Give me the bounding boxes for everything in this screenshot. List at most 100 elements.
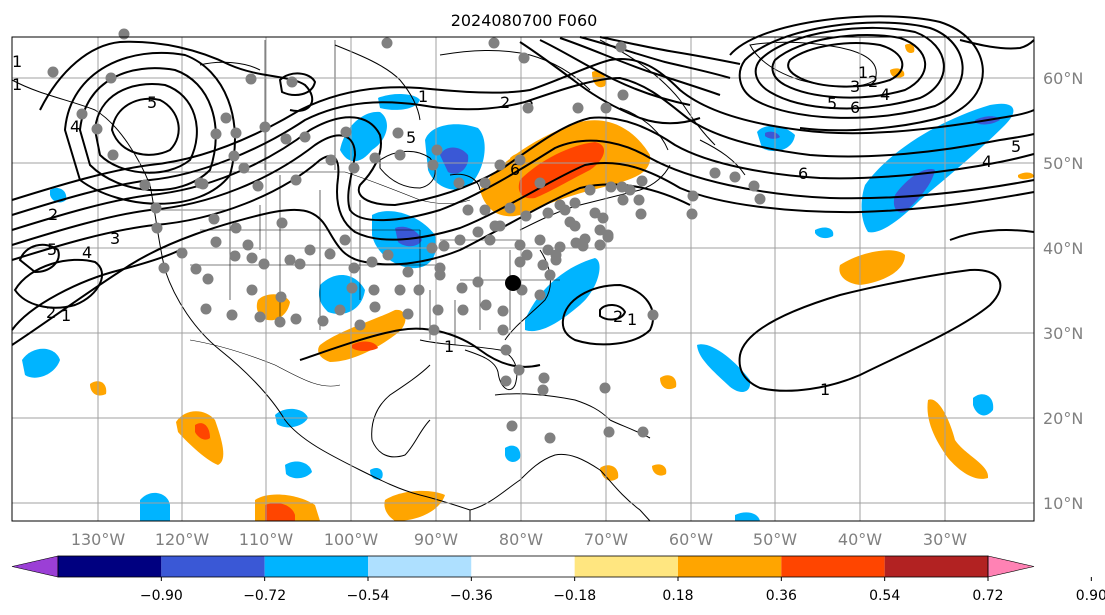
- observation-dot: [500, 375, 512, 387]
- observation-dot: [238, 162, 250, 174]
- colorbar-tick-label: 0.72: [972, 588, 1003, 604]
- positive-anomaly-area: [176, 411, 224, 465]
- colorbar-segment: [471, 556, 575, 577]
- negative-anomaly-area: [395, 226, 422, 247]
- contour-line: [11, 249, 181, 331]
- observation-dot: [636, 175, 648, 187]
- observation-dot: [230, 222, 242, 234]
- observation-dot: [246, 252, 258, 264]
- observation-dot: [324, 248, 336, 260]
- positive-anomaly-area: [905, 43, 915, 54]
- observation-dot: [537, 259, 549, 271]
- contour-line: [18, 243, 60, 274]
- observation-dot: [434, 269, 446, 281]
- observation-dot: [200, 303, 212, 315]
- colorbar-segment: [678, 556, 782, 577]
- observation-dot: [538, 372, 550, 384]
- negative-anomaly-area: [893, 169, 935, 213]
- latitude-label: 10°N: [1043, 494, 1083, 513]
- observation-dot: [617, 194, 629, 206]
- observation-dot: [584, 184, 596, 196]
- observation-dot: [647, 309, 659, 321]
- observation-dot: [605, 181, 617, 193]
- observation-dot: [299, 131, 311, 143]
- contour-label: 2: [613, 307, 623, 326]
- observation-dot: [615, 41, 627, 53]
- colorbar-frame: [57, 555, 989, 578]
- colorbar-segment: [368, 556, 472, 577]
- observation-dot: [569, 197, 581, 209]
- contour-label: 5: [147, 93, 157, 112]
- latitude-label: 40°N: [1043, 239, 1083, 258]
- negative-anomaly-area: [505, 445, 521, 462]
- contour-line: [63, 51, 236, 205]
- longitude-axis-labels: 130°W 120°W 110°W 100°W 90°W 80°W 70°W 60°W 50°W…: [71, 530, 967, 549]
- contour-label: 5: [827, 94, 837, 113]
- positive-anomaly-area: [660, 375, 677, 390]
- positive-anomaly-area: [265, 503, 295, 521]
- observation-dot: [252, 180, 264, 192]
- observation-dot: [381, 37, 393, 49]
- observation-dot: [242, 239, 254, 251]
- observation-dot: [348, 262, 360, 274]
- observation-dot: [190, 263, 202, 275]
- observation-dot: [220, 112, 232, 124]
- observation-dot: [534, 177, 546, 189]
- observation-dot: [520, 210, 532, 222]
- contour-line: [110, 97, 180, 156]
- negative-anomaly-area: [140, 492, 170, 521]
- longitude-label: 60°W: [669, 530, 713, 549]
- observation-dot: [457, 304, 469, 316]
- observation-dot: [488, 37, 500, 49]
- observation-dot: [339, 234, 351, 246]
- negative-anomaly-area: [22, 348, 60, 378]
- observation-dot: [589, 207, 601, 219]
- observation-dot: [139, 179, 151, 191]
- map-title: 2024080700 F060: [451, 11, 598, 30]
- contour-line: [559, 37, 721, 96]
- observation-dot: [426, 242, 438, 254]
- contour-label: 1: [444, 337, 454, 356]
- contour-line: [539, 39, 691, 106]
- observation-dot: [210, 128, 222, 140]
- contour-label: 5: [47, 240, 57, 259]
- colorbar-tick-label: 0.90: [1076, 588, 1105, 604]
- contour-label: 1: [12, 52, 22, 71]
- colorbar: −0.90 −0.72 −0.54 −0.36 −0.18 0.18 0.36 0.54 0.7…: [11, 555, 1105, 604]
- observation-dot: [369, 152, 381, 164]
- contour-line: [754, 26, 945, 110]
- negative-anomaly-area: [285, 461, 312, 479]
- observation-dot: [550, 249, 562, 261]
- observation-dot: [570, 237, 582, 249]
- observation-dot: [158, 262, 170, 274]
- negative-anomaly-area: [340, 111, 387, 162]
- contour-label: 2: [868, 72, 878, 91]
- observation-dot: [500, 344, 512, 356]
- highlight-station-marker: [505, 275, 521, 291]
- observation-dot: [534, 234, 546, 246]
- observation-dot: [559, 204, 571, 216]
- observation-dot: [472, 276, 484, 288]
- observation-dot: [394, 284, 406, 296]
- observation-dot: [348, 162, 360, 174]
- latitude-label: 50°N: [1043, 154, 1083, 173]
- positive-anomaly-area: [652, 464, 667, 476]
- observation-dot: [413, 284, 425, 296]
- observation-dot: [245, 73, 257, 85]
- map-panel: 1 1 1 1 1 1 1 1 2 2 2 2 2 3 3 3 4 4 4 4 …: [11, 15, 1035, 522]
- contour-line: [959, 39, 1035, 50]
- coastlines: [11, 39, 877, 522]
- observation-dot: [513, 364, 525, 376]
- observation-dot: [368, 284, 380, 296]
- observation-dot: [325, 154, 337, 166]
- contour-label: 4: [880, 85, 890, 104]
- observation-dot: [462, 204, 474, 216]
- negative-anomaly-area: [815, 227, 834, 239]
- observation-dot: [518, 52, 530, 64]
- observation-dot: [259, 121, 271, 133]
- observation-dot: [118, 28, 130, 40]
- contour-label: 3: [110, 229, 120, 248]
- longitude-label: 50°W: [753, 530, 797, 549]
- positive-anomaly-area: [1018, 172, 1034, 180]
- observation-dot: [687, 190, 699, 202]
